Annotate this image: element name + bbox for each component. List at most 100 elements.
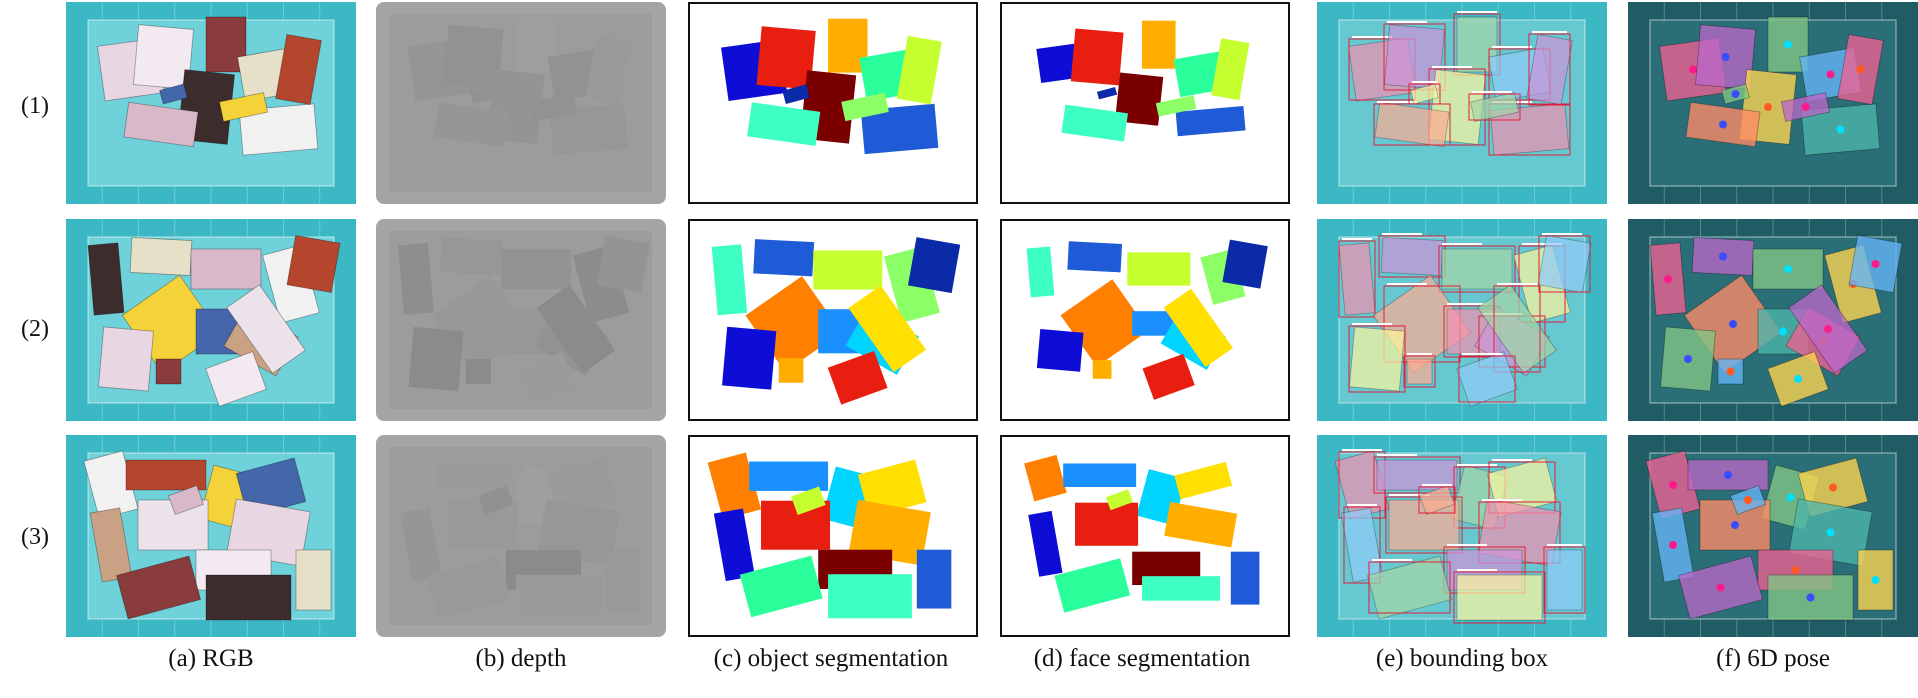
- pose-center-marker: [1719, 252, 1727, 261]
- depth-box: [408, 326, 464, 392]
- depth-box: [400, 507, 442, 583]
- object-mask: [791, 486, 826, 515]
- bounding-box: [1418, 486, 1456, 514]
- product-box: [205, 351, 267, 407]
- face-mask: [1028, 510, 1063, 577]
- face-mask: [1222, 239, 1268, 289]
- bbox-image: [1317, 219, 1607, 421]
- product-box: [218, 92, 269, 122]
- tinted-object: [1338, 242, 1376, 316]
- object-mask: [828, 574, 912, 619]
- depth-box: [443, 24, 504, 90]
- caption-depth: (b) depth: [475, 645, 567, 672]
- panel-bbox-row-1: [1317, 2, 1607, 204]
- box-label-mark: [1492, 46, 1532, 48]
- product-box: [167, 484, 205, 516]
- pose-center-marker: [1664, 275, 1672, 283]
- depth-box: [440, 237, 502, 276]
- caption-6d-pose: (f) 6D pose: [1716, 645, 1830, 672]
- product-box: [98, 326, 154, 392]
- product-box: [125, 459, 207, 491]
- box-label-mark: [1447, 303, 1487, 305]
- tinted-object: [1537, 235, 1592, 293]
- depth-box: [426, 556, 511, 619]
- faceseg-image: [1026, 239, 1268, 400]
- depth-box: [448, 500, 518, 550]
- bounding-box: [1438, 245, 1516, 293]
- object-mask: [753, 239, 815, 277]
- box-label-mark: [1412, 81, 1437, 83]
- pose-center-marker: [1784, 40, 1792, 49]
- depth-image: [376, 219, 666, 421]
- product-box: [89, 507, 133, 583]
- box-label-mark: [1342, 449, 1382, 451]
- tinted-object: [1384, 24, 1445, 90]
- object-mask: [707, 452, 762, 520]
- face-mask: [1174, 461, 1233, 500]
- box-label-mark: [1389, 494, 1429, 496]
- panel-bbox-row-2: [1317, 219, 1607, 421]
- bounding-box: [1343, 506, 1381, 584]
- face-mask: [1026, 246, 1055, 298]
- pose-center-marker: [1806, 593, 1815, 602]
- face-mask: [1114, 72, 1164, 126]
- product-box: [123, 101, 199, 148]
- panel-pose-row-2: [1628, 219, 1918, 421]
- product-box: [226, 284, 306, 374]
- bounding-box: [1528, 33, 1571, 106]
- pose-center-marker: [1721, 53, 1730, 61]
- object-mask: [778, 358, 804, 383]
- box-label-mark: [1352, 323, 1392, 325]
- bounding-box: [1338, 240, 1376, 318]
- pose-center-marker: [1794, 375, 1802, 383]
- face-mask: [1142, 20, 1176, 69]
- tinted-object: [1380, 237, 1444, 276]
- bounding-box: [1408, 83, 1441, 105]
- bounding-box: [1403, 355, 1436, 388]
- bounding-box: [1493, 285, 1541, 373]
- box-label-mark: [1457, 464, 1497, 466]
- face-mask: [1155, 95, 1197, 117]
- product-box: [205, 574, 292, 621]
- depth-box: [469, 84, 498, 104]
- tinted-object: [1410, 83, 1439, 105]
- depth-box: [436, 460, 516, 490]
- pose-center-marker: [1791, 566, 1800, 574]
- pose-center-marker: [1724, 471, 1732, 479]
- product-box: [129, 237, 193, 276]
- depth-image: [376, 2, 666, 204]
- pose-center-marker: [1729, 320, 1737, 328]
- box-label-mark: [1347, 504, 1377, 506]
- tinted-object: [1546, 549, 1583, 611]
- tinted-object: [1366, 555, 1453, 620]
- object-mask: [907, 237, 961, 294]
- face-mask: [1096, 87, 1118, 100]
- object-mask: [848, 285, 927, 373]
- face-mask: [1067, 241, 1123, 273]
- pose-center-marker: [1836, 125, 1845, 134]
- object-mask: [739, 555, 823, 618]
- face-mask: [1164, 501, 1238, 548]
- tinted-object: [1374, 101, 1450, 148]
- bounding-box: [1348, 325, 1406, 393]
- row-label-2: (2): [21, 316, 49, 342]
- pose-center-marker: [1784, 265, 1792, 273]
- face-mask: [1211, 38, 1250, 101]
- product-box: [286, 235, 341, 293]
- product-box: [115, 555, 202, 620]
- panel-rgb-row-2: [66, 219, 356, 421]
- box-label-mark: [1472, 91, 1512, 93]
- pose-center-marker: [1856, 65, 1865, 74]
- product-box: [137, 499, 209, 551]
- caption-bounding-box: (e) bounding box: [1375, 645, 1549, 672]
- product-box: [238, 103, 319, 156]
- bounding-box: [1368, 561, 1451, 614]
- object-mask: [860, 103, 939, 155]
- tinted-object: [1456, 574, 1543, 621]
- object-mask: [813, 250, 883, 290]
- object-mask: [841, 92, 889, 122]
- pose-image: [1628, 2, 1918, 204]
- bounding-box: [1468, 93, 1521, 121]
- bounding-box: [1453, 571, 1546, 624]
- tinted-object: [1489, 103, 1570, 156]
